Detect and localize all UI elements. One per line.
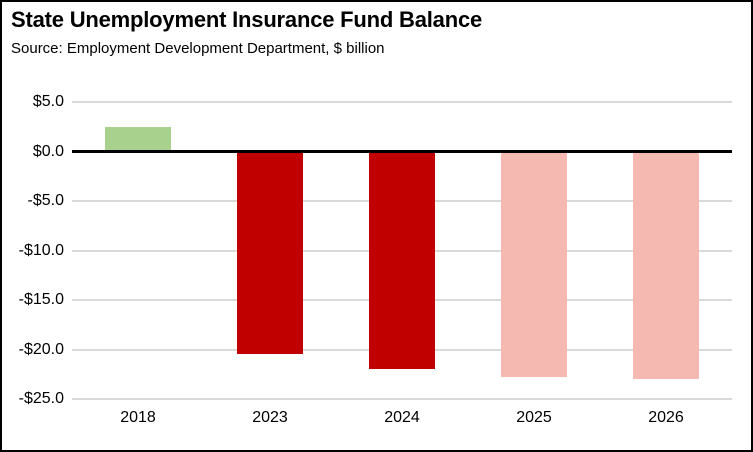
y-tick-label: -$20.0: [18, 340, 64, 358]
chart-source: Source: Employment Development Departmen…: [11, 40, 385, 57]
x-axis-label-2025: 2025: [516, 409, 552, 426]
y-tick-label: -$5.0: [27, 192, 64, 209]
gridline: [72, 101, 732, 103]
y-tick-label: -$15.0: [18, 291, 64, 308]
bar-2024: [369, 151, 435, 370]
y-tick-label: -$10.0: [18, 241, 64, 259]
bar-2023: [237, 151, 303, 355]
x-axis-label-2023: 2023: [252, 409, 288, 426]
zero-axis-line: [72, 149, 732, 153]
x-axis-labels: 2018 2023 2024 2025 2026: [72, 409, 732, 431]
plot-area: [72, 101, 732, 400]
bar-2018: [105, 126, 171, 152]
bar-2026: [633, 151, 699, 380]
chart-title: State Unemployment Insurance Fund Balanc…: [11, 7, 483, 32]
x-axis-label-2026: 2026: [648, 409, 684, 426]
y-tick-label: -$25.0: [18, 390, 64, 407]
y-tick-label: $0.0: [32, 142, 64, 160]
x-axis-label-2024: 2024: [384, 409, 420, 426]
y-axis-tick-labels: $5.0 $0.0 -$5.0 -$10.0 -$15.0 -$20.0 -$25.0: [2, 93, 64, 407]
gridline: [72, 398, 732, 400]
y-tick-label: $5.0: [32, 93, 64, 110]
x-axis-label-2018: 2018: [120, 409, 156, 426]
bar-2025: [501, 151, 567, 378]
